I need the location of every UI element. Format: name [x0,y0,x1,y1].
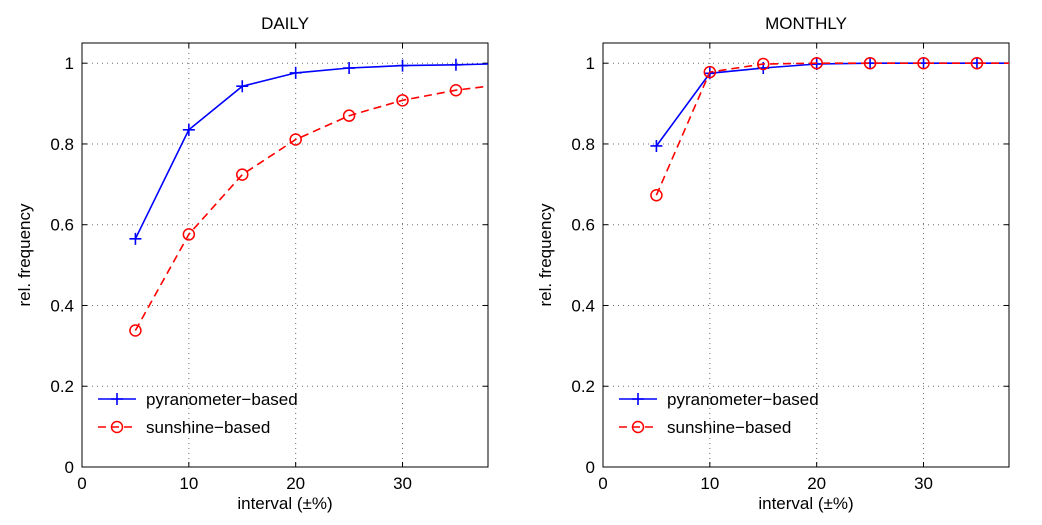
data-point [129,232,142,245]
data-point [650,188,663,202]
data-point [917,56,930,70]
data-point [129,324,142,337]
series-line-pyranometer [134,63,488,240]
data-point [396,94,409,107]
legend-marker [111,393,123,405]
legend-marker [631,420,645,434]
data-point [863,56,877,70]
data-point [236,80,249,93]
data-point [970,56,984,70]
data-point [342,109,356,122]
y-tick-label: 0 [586,458,595,477]
data-point [396,59,409,72]
legend-label: sunshine−based [146,418,270,437]
y-tick-label: 1 [65,54,74,73]
data-point [650,139,663,152]
chart-title: DAILY [261,14,309,33]
y-tick-label: 0.6 [50,216,74,235]
legend: pyranometer−based sunshine−based [98,390,298,437]
data-point [289,66,302,79]
legend-label: pyranometer−based [146,390,298,409]
x-tick-label: 0 [77,474,86,493]
chart-panel-monthly: 0 10 20 30 0 0.2 0.4 0.6 0.8 1 MONTHLY interval (±%… [521,0,1042,525]
x-tick-label: 20 [286,474,305,493]
x-tick-label: 20 [807,474,826,493]
x-tick-label: 30 [393,474,412,493]
legend-label: sunshine−based [667,418,791,437]
y-tick-label: 0.6 [571,216,595,235]
data-point [182,123,195,136]
plot-area [650,56,1009,202]
data-point [703,65,717,79]
x-tick-label: 10 [700,474,719,493]
legend-label: pyranometer−based [667,390,819,409]
line-chart-daily: 0 10 20 30 0 0.2 0.4 0.6 0.8 1 DAILY interval (±%) r… [15,14,489,513]
y-tick-label: 0.8 [50,135,74,154]
plot-frame [602,42,1010,468]
data-point [449,83,463,97]
data-point [343,62,356,75]
data-point [236,168,249,181]
y-tick-label: 1 [586,54,595,73]
y-tick-label: 0 [65,458,74,477]
grid [82,43,488,467]
chart-panel-daily: 0 10 20 30 0 0.2 0.4 0.6 0.8 1 DAILY interval (±%) r… [15,14,489,513]
x-tick-label: 0 [598,474,607,493]
x-axis-label: interval (±%) [758,494,853,513]
data-point [182,228,196,241]
plot-frame [81,42,489,468]
y-tick-label: 0.4 [571,296,595,315]
chart-title: MONTHLY [765,14,847,33]
series-line-sunshine [655,62,1009,196]
data-point [289,133,302,146]
y-tick-label: 0.8 [571,135,595,154]
y-axis-label: rel. frequency [15,203,34,306]
x-axis-label: interval (±%) [237,494,332,513]
legend: pyranometer−based sunshine−based [619,390,819,437]
y-tick-label: 0.4 [50,296,74,315]
legend-marker [110,420,124,434]
y-axis-label: rel. frequency [536,203,555,306]
plot-area [129,58,488,337]
y-tick-label: 0.2 [571,377,595,396]
series-line-sunshine [134,85,488,331]
legend-marker [632,393,644,405]
line-chart-monthly: 0 10 20 30 0 0.2 0.4 0.6 0.8 1 MONTHLY interval (±%… [536,14,1010,513]
x-tick-label: 10 [179,474,198,493]
data-point [810,56,823,70]
data-point [757,57,770,71]
x-tick-label: 30 [914,474,933,493]
y-tick-label: 0.2 [50,377,74,396]
grid [603,43,1009,467]
data-point [449,58,462,71]
